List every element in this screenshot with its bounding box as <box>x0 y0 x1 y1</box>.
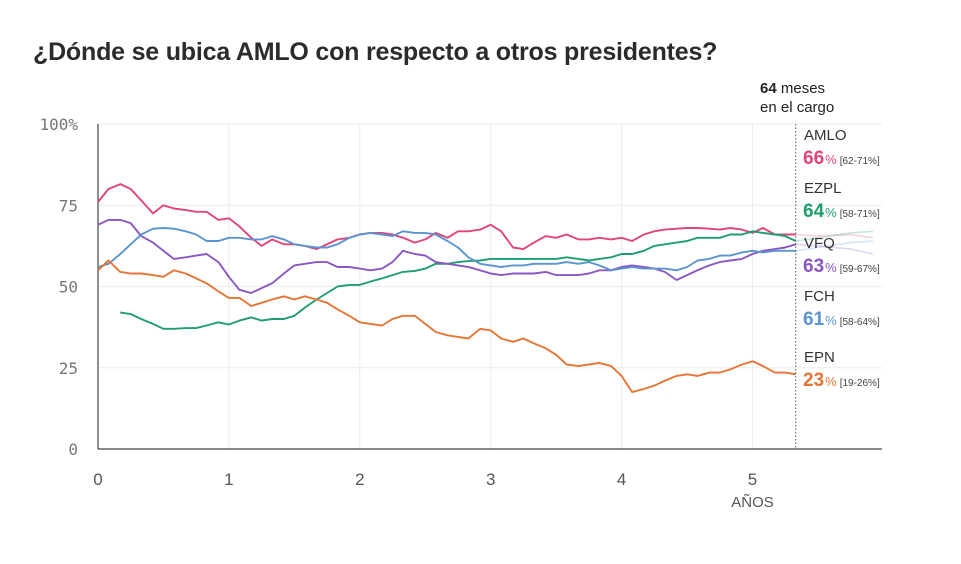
legend-series-name: FCH <box>804 288 835 305</box>
x-tick-label: 0 <box>93 470 102 489</box>
legend-series-value: 64% [58-71%] <box>803 201 880 222</box>
y-tick-label: 75 <box>59 196 78 215</box>
series-line-fch <box>97 227 796 272</box>
projection-line-amlo <box>795 233 874 239</box>
x-tick-label: 3 <box>486 470 495 489</box>
projection-line-fch <box>795 240 873 252</box>
legend-series-value: 23% [19-26%] <box>803 370 880 391</box>
chart-title: ¿Dónde se ubica AMLO con respecto a otro… <box>33 38 718 66</box>
legend-series-name: EZPL <box>804 180 842 197</box>
series-line-amlo <box>97 183 796 251</box>
months-caption: en el cargo <box>760 99 835 116</box>
y-tick-label: 25 <box>59 359 78 378</box>
x-tick-label: 4 <box>617 470 626 489</box>
y-tick-label: 100% <box>39 115 78 134</box>
legend-item-fch: FCH 61% [58-64%] <box>803 288 880 330</box>
projection-line-vfq <box>795 243 874 255</box>
legend: AMLO 66% [62-71%] EZPL 64% [58-71%] VFQ 63% [59-… <box>803 127 880 391</box>
x-tick-label: 1 <box>224 470 233 489</box>
months-unit: meses <box>780 80 826 97</box>
legend-series-name: VFQ <box>804 235 835 252</box>
projection-lines <box>795 230 874 255</box>
legend-item-amlo: AMLO 66% [62-71%] <box>803 127 880 169</box>
x-tick-label: 5 <box>748 470 757 489</box>
legend-series-value: 66% [62-71%] <box>803 148 880 169</box>
months-number: 64 <box>760 80 777 97</box>
legend-series-name: AMLO <box>804 127 847 144</box>
y-tick-label: 0 <box>68 440 78 459</box>
x-tick-label: 2 <box>355 470 364 489</box>
months-in-office-label: 64 meses en el cargo <box>760 79 834 117</box>
legend-series-value: 63% [59-67%] <box>803 256 880 277</box>
projection-line-ezpl <box>795 230 873 242</box>
legend-item-epn: EPN 23% [19-26%] <box>803 349 880 391</box>
series-line-vfq <box>97 218 796 294</box>
legend-item-vfq: VFQ 63% [59-67%] <box>803 235 880 277</box>
series-line-epn <box>97 259 796 394</box>
legend-item-ezpl: EZPL 64% [58-71%] <box>803 180 880 222</box>
grid <box>98 123 882 449</box>
series-lines <box>97 183 797 394</box>
x-axis-label: AÑOS <box>731 494 774 511</box>
series-line-ezpl <box>120 230 797 330</box>
axes: 0 25 50 75 100% 0 1 2 3 4 5 AÑOS <box>39 115 882 511</box>
legend-series-value: 61% [58-64%] <box>803 309 880 330</box>
y-tick-label: 50 <box>59 278 78 297</box>
legend-series-name: EPN <box>804 349 835 366</box>
